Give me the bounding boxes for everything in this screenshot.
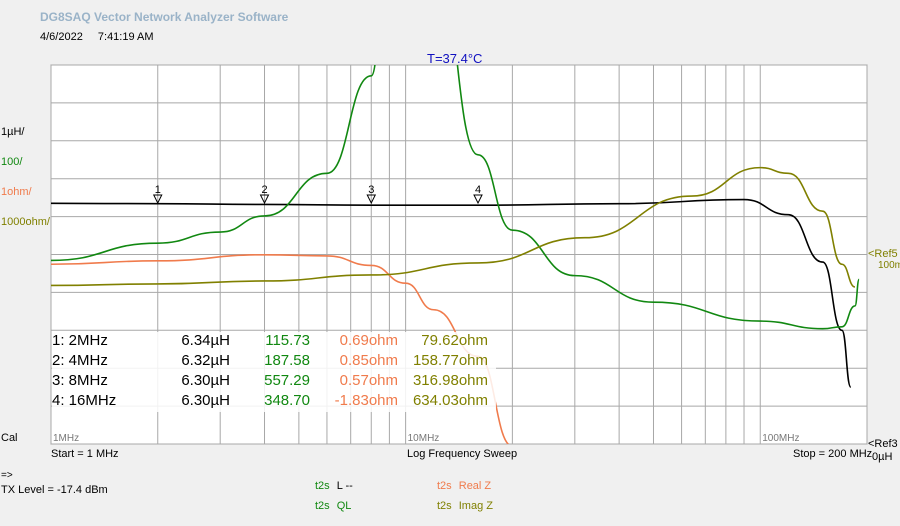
marker-row: 3: 8MHz 6.30µH 557.29 0.57ohm 316.98ohm bbox=[52, 372, 496, 392]
marker-cell-imag: 634.03ohm bbox=[412, 392, 488, 409]
marker-label: 2 bbox=[262, 184, 268, 196]
x-tick-label: 1MHz bbox=[53, 433, 79, 444]
legend-ql-name: QL bbox=[336, 500, 352, 512]
marker-table: 1: 2MHz 6.34µH 115.73 0.69ohm 79.62ohm 2: 4MH… bbox=[52, 332, 496, 412]
app-title: DG8SAQ Vector Network Analyzer Software bbox=[40, 10, 289, 24]
sweep-mode: Log Frequency Sweep bbox=[407, 448, 518, 460]
time: 7:41:19 AM bbox=[97, 31, 154, 43]
legend-imagz-tag: t2s bbox=[437, 500, 452, 512]
legend-realz-name: Real Z bbox=[458, 480, 492, 492]
marker-cell-label: 2: 4MHz bbox=[52, 352, 108, 369]
trace-ql bbox=[51, 65, 860, 330]
legend-imagz[interactable]: t2s Imag Z bbox=[437, 500, 497, 512]
trace-real-z bbox=[51, 253, 510, 444]
x-tick-label: 100MHz bbox=[762, 433, 799, 444]
marker-cell-q: 348.70 bbox=[264, 392, 310, 409]
trace-l bbox=[51, 198, 852, 388]
marker-cell-label: 3: 8MHz bbox=[52, 372, 108, 389]
legend-imagz-name: Imag Z bbox=[458, 500, 493, 512]
ref-bottom-label: <Ref3 bbox=[868, 438, 898, 450]
markers: 1 2 3 4 bbox=[152, 184, 483, 205]
l-scale-label: 1µH/ bbox=[1, 126, 25, 138]
ref-top-unit: 100m bbox=[878, 260, 900, 271]
marker-cell-imag: 158.77ohm bbox=[412, 352, 488, 369]
marker-row: 4: 16MHz 6.30µH 348.70 -1.83ohm 634.03ohm bbox=[52, 392, 496, 412]
ref-bottom-unit: 0µH bbox=[872, 451, 893, 463]
marker-cell-l: 6.30µH bbox=[181, 392, 230, 409]
marker-cell-real: 0.85ohm bbox=[339, 352, 398, 369]
sweep-stop: Stop = 200 MHz bbox=[793, 448, 873, 460]
marker-cell-real: 0.57ohm bbox=[339, 372, 398, 389]
real-scale-label: 1ohm/ bbox=[1, 186, 32, 198]
marker-cell-q: 557.29 bbox=[264, 372, 310, 389]
legend-l-tag: t2s bbox=[315, 480, 330, 492]
marker-triangle bbox=[152, 194, 163, 205]
marker-cell-imag: 316.98ohm bbox=[412, 372, 488, 389]
sweep-start: Start = 1 MHz bbox=[51, 448, 119, 460]
legend-ql[interactable]: t2s QL bbox=[315, 500, 355, 512]
marker-triangle bbox=[366, 194, 377, 205]
imag-scale-label: 1000ohm/ bbox=[1, 216, 50, 228]
marker-cell-imag: 79.62ohm bbox=[421, 332, 488, 349]
marker-label: 1 bbox=[155, 184, 161, 196]
legend-l-name: L -- bbox=[336, 480, 353, 492]
marker-triangle bbox=[473, 194, 483, 205]
marker-cell-label: 1: 2MHz bbox=[52, 332, 108, 349]
marker-label: 3 bbox=[368, 184, 374, 196]
legend-realz[interactable]: t2s Real Z bbox=[437, 480, 495, 492]
ref-top-label: <Ref5 bbox=[868, 248, 898, 260]
date: 4/6/2022 bbox=[40, 31, 83, 43]
x-tick-labels: 1MHz 10MHz 100MHz bbox=[53, 433, 799, 444]
curves bbox=[51, 65, 860, 444]
cal-label: Cal bbox=[1, 432, 18, 444]
marker-cell-label: 4: 16MHz bbox=[52, 392, 117, 409]
marker-cell-l: 6.34µH bbox=[181, 332, 230, 349]
tx-arrow: => bbox=[1, 470, 13, 481]
marker-cell-l: 6.30µH bbox=[181, 372, 230, 389]
marker-cell-real: -1.83ohm bbox=[334, 392, 398, 409]
x-tick-label: 10MHz bbox=[408, 433, 440, 444]
marker-label: 4 bbox=[475, 184, 481, 196]
tx-level: TX Level = -17.4 dBm bbox=[1, 484, 108, 496]
legend-ql-tag: t2s bbox=[315, 500, 330, 512]
marker-cell-q: 187.58 bbox=[264, 352, 310, 369]
marker-cell-real: 0.69ohm bbox=[339, 332, 398, 349]
legend-l[interactable]: t2s L -- bbox=[315, 480, 357, 492]
legend-realz-tag: t2s bbox=[437, 480, 452, 492]
marker-rows: 1: 2MHz 6.34µH 115.73 0.69ohm 79.62ohm 2: 4MH… bbox=[52, 332, 496, 412]
marker-row: 2: 4MHz 6.32µH 187.58 0.85ohm 158.77ohm bbox=[52, 352, 496, 372]
marker-cell-q: 115.73 bbox=[265, 332, 310, 349]
marker-triangle bbox=[259, 194, 270, 205]
marker-row: 1: 2MHz 6.34µH 115.73 0.69ohm 79.62ohm bbox=[52, 332, 496, 352]
marker-cell-l: 6.32µH bbox=[181, 352, 230, 369]
trace-imag-z bbox=[51, 166, 856, 288]
q-scale-label: 100/ bbox=[1, 156, 23, 168]
temperature-readout: T=37.4°C bbox=[427, 51, 483, 66]
date-time: 4/6/2022 7:41:19 AM bbox=[40, 31, 166, 43]
